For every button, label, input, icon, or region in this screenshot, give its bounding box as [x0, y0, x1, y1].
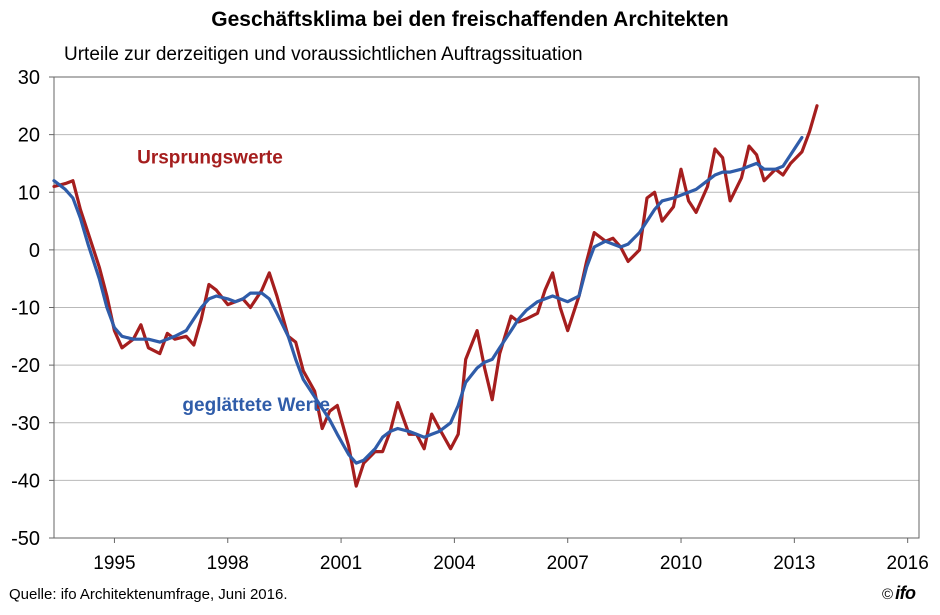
source-note: Quelle: ifo Architektenumfrage, Juni 201… — [9, 586, 288, 603]
y-tick-label: -30 — [11, 413, 40, 435]
x-tick-label: 2001 — [320, 553, 362, 574]
label-ursprungswerte: Ursprungswerte — [137, 147, 283, 168]
series-line-ursprungswerte — [52, 104, 819, 488]
x-tick-label: 2010 — [660, 553, 702, 574]
logo-wordmark: ifo — [895, 583, 916, 603]
x-tick-label: 1995 — [93, 553, 135, 574]
x-tick-label: 1998 — [207, 553, 249, 574]
y-tick-label: -40 — [11, 470, 40, 492]
y-tick-label: -20 — [11, 355, 40, 377]
copyright-symbol: © — [882, 586, 894, 603]
y-tick-label: 10 — [18, 182, 40, 204]
y-tick-label: 30 — [18, 67, 40, 89]
label-geglaettete-werte: geglättete Werte — [182, 395, 329, 416]
y-tick-label: 0 — [29, 240, 40, 262]
chart-subtitle: Urteile zur derzeitigen und voraussichtl… — [64, 44, 583, 65]
y-tick-label: -10 — [11, 298, 40, 320]
ifo-logo: © ifo — [882, 583, 916, 604]
x-tick-label: 2007 — [547, 553, 589, 574]
x-tick-label: 2013 — [773, 553, 815, 574]
y-tick-label: -50 — [11, 528, 40, 550]
x-tick-label: 2016 — [887, 553, 929, 574]
x-tick-label: 2004 — [433, 553, 476, 574]
y-tick-label: 20 — [18, 125, 40, 147]
series-line-geglaettete-werte — [52, 135, 804, 465]
chart-title: Geschäftsklima bei den freischaffenden A… — [211, 8, 729, 31]
